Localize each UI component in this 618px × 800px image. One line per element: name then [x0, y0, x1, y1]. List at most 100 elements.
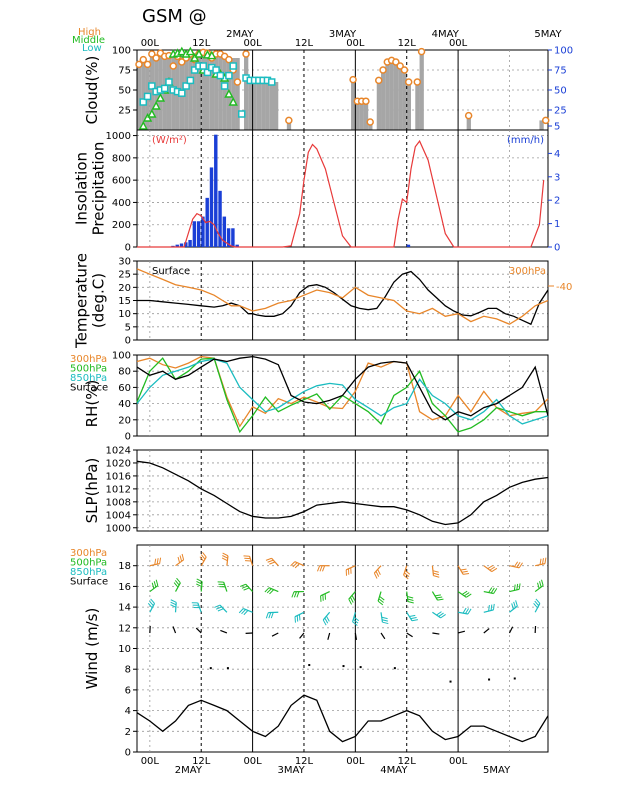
cloud-high-point — [285, 116, 293, 125]
wind-barb-300hpa-feather — [181, 553, 185, 560]
cloud-middle-point — [189, 53, 200, 62]
wind-barb-surface — [354, 632, 358, 640]
wind-barb-850hpa-feather — [215, 606, 222, 610]
cloud-middle-point — [194, 49, 204, 58]
wind-barb-850hpa-feather — [352, 621, 358, 626]
cloud-bar — [393, 62, 399, 130]
cloud-middle-point — [151, 101, 161, 110]
wind-dot — [226, 667, 229, 670]
cloud-bar — [137, 64, 142, 130]
wind-barb-surface — [406, 632, 413, 638]
top-tick-label: 00L — [141, 38, 160, 49]
precip-right-tick-label: 3 — [554, 172, 560, 183]
cloud-high-point — [366, 118, 374, 126]
wind-ytick-label: 18 — [118, 561, 131, 572]
temperature-right-tick-label: -40 — [556, 282, 572, 293]
wind-legend-surface: Surface — [70, 577, 108, 588]
precip-bar — [235, 244, 239, 247]
insolation-unit-label: (W/m²) — [152, 135, 187, 146]
cloud-high-point — [379, 66, 387, 74]
top-tick-label: 00L — [449, 38, 468, 49]
rh-line-300hpa — [136, 355, 549, 428]
cloud-bar — [274, 82, 279, 130]
wind-barb-500hpa-feather — [437, 598, 444, 601]
cloud-middle-point — [207, 50, 217, 60]
cloud-right-tick-label: 100 — [554, 46, 573, 57]
wind-barb-500hpa-feather — [151, 582, 155, 589]
wind-legend-850hpa: 850hPa — [70, 567, 107, 578]
rh-frame — [136, 354, 549, 437]
wind-barb-500hpa-feather — [173, 582, 179, 588]
wind-barb-500hpa-feather — [377, 600, 384, 606]
cloud-low-point — [225, 71, 233, 80]
cloud-low-point — [267, 78, 276, 86]
wind-barb-300hpa-feather — [373, 572, 378, 579]
wind-legend-300hpa: 300hPa — [70, 548, 107, 559]
wind-barb-500hpa-feather — [407, 598, 414, 601]
temperature-300hpa-label: 300hPa — [509, 266, 546, 277]
cloud-low-point — [190, 66, 199, 74]
wind-barb-850hpa-feather — [465, 608, 470, 614]
cloud-bar — [209, 53, 215, 131]
cloud-low-point — [216, 71, 225, 80]
wind-barb-300hpa-feather — [319, 565, 323, 572]
precip-bar — [179, 243, 184, 247]
wind-barb-300hpa-feather — [200, 554, 206, 560]
wind-barb-850hpa-feather — [410, 617, 417, 620]
wind-barb-500hpa-feather — [466, 593, 472, 598]
wind-barb-surface — [299, 632, 305, 639]
cloud-bar — [188, 54, 193, 130]
rh-ylabel: RH(%) — [83, 380, 101, 428]
wind-barb-300hpa-feather — [265, 557, 272, 561]
cloud-bar — [244, 54, 249, 130]
wind-barb-300hpa-feather — [292, 562, 298, 568]
bottom-tick-label: 12L — [398, 756, 417, 767]
rh-legend-500hpa: 500hPa — [70, 364, 107, 375]
insolation-ytick-label: 1000 — [106, 131, 131, 142]
wind-barb-500hpa-feather — [537, 582, 540, 589]
wind-barb-500hpa-feather — [490, 587, 495, 594]
wind-barb-300hpa — [345, 565, 356, 571]
cloud-bar — [235, 58, 240, 130]
wind-barb-300hpa-feather — [222, 555, 228, 559]
rh-legend-300hpa: 300hPa — [70, 354, 107, 365]
cloud-bar — [252, 80, 257, 130]
cloud-low-point — [143, 92, 152, 101]
wind-barb-300hpa-feather — [433, 572, 440, 576]
cloud-low-point — [212, 66, 220, 74]
cloud-low-point — [178, 89, 186, 97]
cloud-high-point — [143, 60, 152, 69]
wind-barb-850hpa-feather — [149, 600, 154, 606]
precip-bar — [231, 228, 235, 247]
wind-barb-500hpa — [320, 591, 330, 597]
wind-barb-300hpa-feather — [463, 572, 470, 575]
wind-barb-500hpa-feather — [539, 581, 542, 588]
wind-barb-500hpa-feather — [293, 591, 297, 598]
wind-barb-500hpa-feather — [243, 587, 250, 591]
wind-barb-300hpa-feather — [290, 561, 296, 567]
wind-barb-500hpa-feather — [291, 591, 295, 598]
cloud-high-point — [464, 111, 473, 120]
slp-ytick-label: 1020 — [106, 458, 131, 469]
wind-barb-300hpa-feather — [202, 552, 207, 558]
slp-ytick-label: 1000 — [106, 523, 131, 534]
cloud-bar — [402, 70, 407, 130]
wind-barb-surface — [195, 627, 202, 634]
legend-high-label: High — [78, 27, 101, 38]
wind-barb-500hpa-feather — [436, 596, 443, 599]
wind-barb-500hpa-feather — [378, 598, 384, 603]
wind-barb-500hpa-feather — [488, 587, 493, 593]
wind-barb-500hpa-feather — [174, 580, 180, 586]
wind-barb-500hpa-feather — [407, 596, 414, 599]
precip-right-tick-label: 0 — [554, 243, 560, 254]
cloud-bar — [363, 101, 369, 130]
precip-bar — [222, 216, 227, 247]
cloud-high-point — [362, 97, 370, 105]
precip-right-tick-label: 1 — [554, 219, 560, 230]
wind-barb-500hpa-feather — [518, 583, 521, 590]
wind-barb-500hpa-feather — [493, 588, 498, 594]
top-tick-label: 12L — [398, 38, 417, 49]
rh-line-850hpa — [136, 358, 549, 425]
wind-barb-surface — [483, 628, 490, 634]
wind-barb-300hpa-feather — [432, 570, 439, 573]
